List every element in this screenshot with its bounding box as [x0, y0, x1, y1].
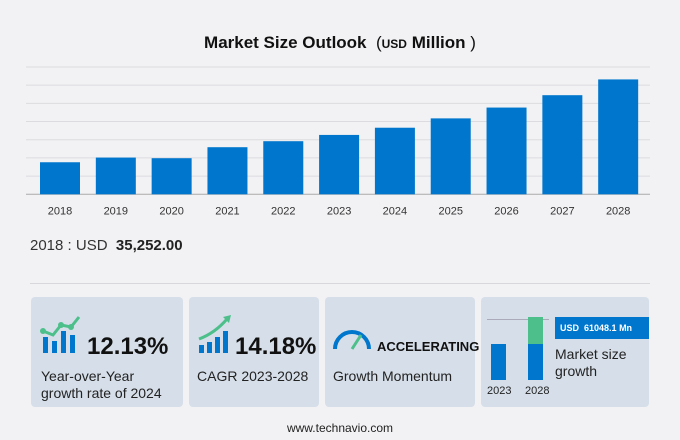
unit-scale: Million [411, 33, 466, 52]
bar-2019 [95, 157, 136, 195]
bar-2027 [542, 95, 583, 195]
cagr-card: 14.18% CAGR 2023-2028 [189, 297, 319, 407]
speedometer-icon [333, 330, 371, 350]
x-tick-label: 2022 [271, 205, 295, 217]
x-tick-label: 2018 [48, 205, 72, 217]
momentum-card: ACCELERATING Growth Momentum [325, 297, 479, 407]
base-year-value: 2018 : USD 35,252.00 [30, 237, 183, 254]
bar-2021 [207, 147, 248, 195]
bar-2026 [486, 107, 527, 195]
growth-label-2: growth [555, 363, 598, 379]
yoy-value: 12.13% [87, 333, 169, 360]
bar-2028 [598, 79, 639, 195]
x-tick-label: 2027 [550, 205, 574, 217]
x-tick-label: 2021 [215, 205, 239, 217]
bar-2018 [40, 162, 80, 195]
chart-title: Market Size Outlook (USD Million ) [0, 33, 680, 53]
x-tick-label: 2019 [104, 205, 128, 217]
momentum-value: ACCELERATING [377, 339, 480, 354]
x-tick-label: 2023 [327, 205, 351, 217]
footer-url: www.technavio.com [286, 421, 394, 435]
yoy-label-2: growth rate of 2024 [41, 385, 162, 401]
unit-paren-close: ) [470, 33, 476, 52]
cagr-value: 14.18% [235, 333, 317, 360]
growth-chart-icon [40, 316, 81, 353]
momentum-label: Growth Momentum [333, 368, 453, 384]
title-text: Market Size Outlook [204, 33, 367, 52]
unit-paren: ( [375, 33, 382, 52]
bar-2023 [319, 134, 360, 195]
bar-2028-growth [528, 317, 543, 344]
bar-chart: 2018 2019 2020 2021 2022 2023 2024 2025 2026 2027… [26, 66, 650, 217]
market-growth-card: 2023 2028 USD 61048.1 Mn Market size gro… [481, 297, 649, 407]
yoy-card: 12.13% Year-over-Year growth rate of 202… [31, 297, 183, 407]
badge-unit: USD [560, 323, 580, 333]
bar-2023 [491, 344, 506, 380]
bar-2020 [151, 158, 192, 195]
x-tick-label: 2026 [494, 205, 518, 217]
growth-label: Market size [555, 346, 627, 362]
year-2028-label: 2028 [525, 385, 550, 397]
divider [30, 283, 650, 284]
growth-badge: USD 61048.1 Mn [555, 317, 649, 339]
cagr-label: CAGR 2023-2028 [197, 368, 309, 384]
x-tick-label: 2020 [159, 205, 183, 217]
bar-2022 [263, 141, 304, 195]
unit-currency: USD [381, 37, 407, 51]
base-year-label: 2018 : USD [30, 237, 108, 254]
year-2023-label: 2023 [487, 385, 512, 397]
base-year-amount: 35,252.00 [115, 237, 183, 254]
reference-line [487, 319, 549, 320]
x-tick-label: 2025 [438, 205, 462, 217]
bar-2025 [430, 118, 471, 195]
yoy-label: Year-over-Year [41, 368, 135, 384]
bar-2028-base [528, 344, 543, 380]
x-tick-label: 2028 [606, 205, 630, 217]
cagr-chart-icon [198, 315, 231, 353]
bar-2024 [374, 127, 415, 195]
badge-value: 61048.1 Mn [584, 323, 633, 333]
x-tick-label: 2024 [383, 205, 407, 217]
